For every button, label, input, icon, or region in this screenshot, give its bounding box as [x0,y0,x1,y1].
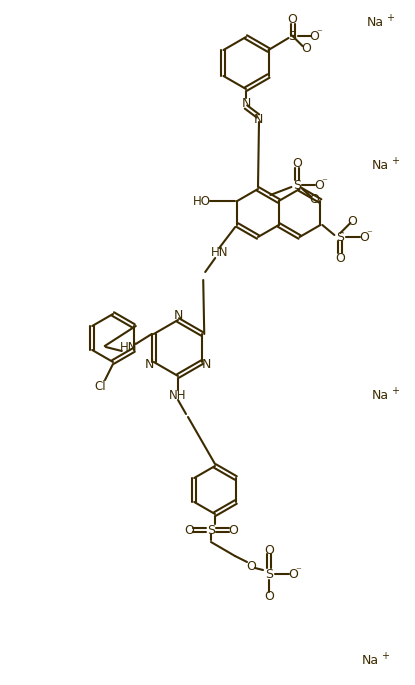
Text: O: O [288,12,298,25]
Text: O: O [228,523,238,536]
Text: O: O [264,590,274,603]
Text: Na: Na [361,653,378,667]
Text: +: + [391,386,399,396]
Text: ⁻: ⁻ [317,28,322,38]
Text: ⁻: ⁻ [322,177,327,187]
Text: O: O [264,543,274,556]
Text: N: N [145,358,154,371]
Text: NH: NH [169,388,187,401]
Text: HO: HO [193,195,211,208]
Text: O: O [246,560,256,573]
Text: O: O [184,523,194,536]
Text: S: S [207,523,215,536]
Text: O: O [288,567,298,580]
Text: Na: Na [371,158,388,171]
Text: O: O [310,192,319,206]
Text: S: S [288,29,296,42]
Text: +: + [386,13,394,23]
Text: O: O [359,230,369,243]
Text: N: N [253,112,263,125]
Text: O: O [310,29,320,42]
Text: ⁻: ⁻ [366,229,372,239]
Text: HN: HN [210,245,228,258]
Text: +: + [391,156,399,166]
Text: O: O [315,179,325,192]
Text: O: O [347,214,357,227]
Text: O: O [302,42,311,55]
Text: HN: HN [120,340,137,353]
Text: Cl: Cl [94,379,106,393]
Text: N: N [173,308,183,321]
Text: O: O [293,156,303,169]
Text: N: N [241,97,251,110]
Text: S: S [265,567,273,580]
Text: O: O [335,251,345,264]
Text: +: + [381,651,389,661]
Text: Na: Na [366,16,383,29]
Text: S: S [336,230,344,243]
Text: ⁻: ⁻ [295,566,301,576]
Text: N: N [202,358,211,371]
Text: S: S [293,179,301,192]
Text: Na: Na [371,388,388,401]
